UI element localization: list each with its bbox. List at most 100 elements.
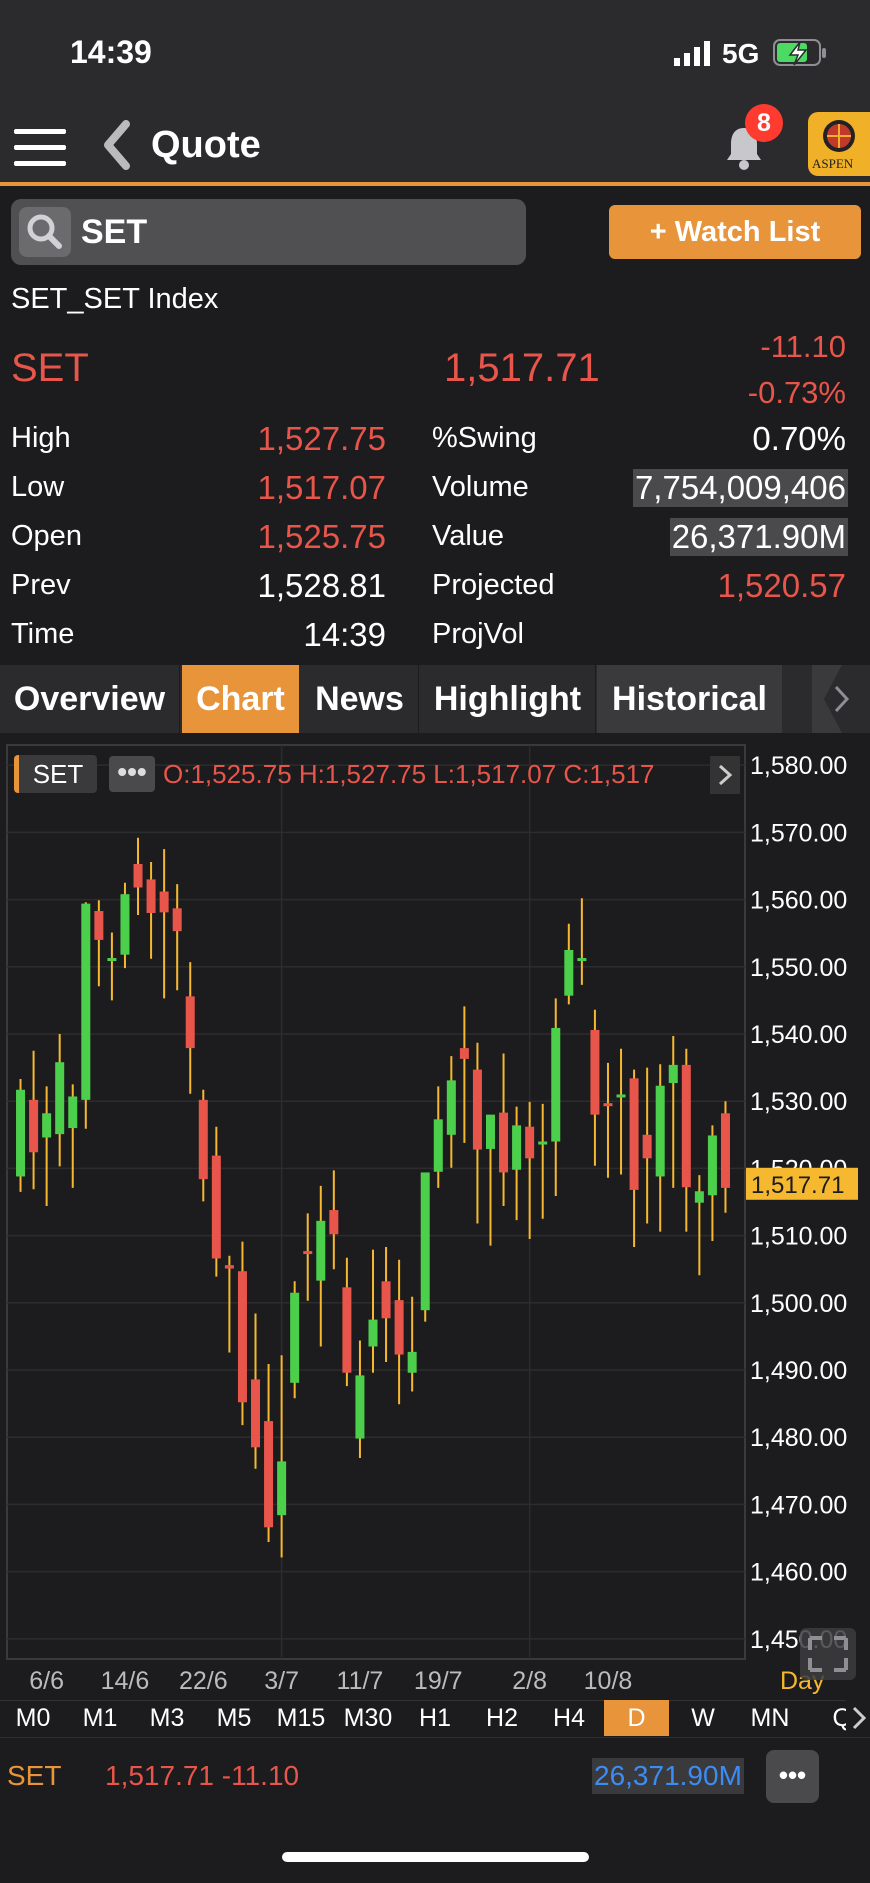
candle-body [694, 1191, 704, 1203]
ohlc-scroll-icon[interactable] [710, 756, 740, 794]
network-label: 5G [722, 38, 760, 69]
y-tick-label: 1,560.00 [750, 887, 847, 915]
tab-news[interactable]: News [301, 665, 419, 733]
header-divider [0, 182, 870, 186]
y-tick-label: 1,460.00 [750, 1559, 847, 1587]
candle-body [629, 1078, 639, 1190]
y-tick-label: 1,470.00 [750, 1491, 847, 1519]
ticker-symbol: SET [7, 1760, 62, 1791]
y-tick-label: 1,510.00 [750, 1223, 847, 1251]
aspen-logo[interactable]: ASPEN [808, 112, 870, 176]
candle-body [237, 1271, 247, 1403]
candle-body [172, 908, 182, 932]
candle-body [16, 1089, 26, 1177]
x-tick-label: 6/6 [29, 1667, 64, 1695]
candle-body [29, 1099, 39, 1153]
x-tick-label: 19/7 [414, 1667, 463, 1695]
candle-body [251, 1379, 261, 1448]
tab-highlight[interactable]: Highlight [420, 665, 596, 733]
last-price-marker [746, 1167, 858, 1200]
candle-body [146, 879, 156, 914]
tab-overview[interactable]: Overview [0, 665, 180, 733]
timeframe-mn[interactable]: MN [750, 1704, 790, 1732]
candle-body [159, 891, 169, 913]
candle-body [485, 1114, 495, 1149]
search-icon [19, 207, 71, 257]
timeframe-w[interactable]: W [691, 1704, 715, 1732]
price-change: -11.10 [760, 329, 846, 364]
status-time: 14:39 [70, 34, 152, 70]
open-value: 1,525.75 [257, 518, 386, 555]
ticker-bar[interactable]: SET 1,517.71 -11.10 26,371.90M ••• [0, 1737, 870, 1817]
candle-body [355, 1375, 365, 1439]
prev-label: Prev [11, 569, 71, 601]
status-bar: 14:39 5G [0, 0, 870, 110]
timeframe-m1[interactable]: M1 [82, 1704, 118, 1732]
low-value: 1,517.07 [257, 469, 386, 506]
candle-body [564, 949, 574, 996]
nav-bar: Quote 8 ASPEN [0, 104, 870, 184]
candle-body [277, 1461, 287, 1516]
tab-historical[interactable]: Historical [597, 665, 782, 733]
candle-body [616, 1094, 626, 1098]
candle-body [681, 1064, 691, 1188]
candle-body [538, 1141, 548, 1145]
chart-symbol-chip[interactable]: SET [14, 755, 97, 793]
x-tick-label: 10/8 [584, 1667, 633, 1695]
candle-body [198, 1099, 208, 1180]
candle-body [525, 1126, 535, 1159]
x-tick-label: 3/7 [264, 1667, 299, 1695]
search-box[interactable]: SET [11, 199, 526, 265]
menu-icon[interactable] [14, 128, 66, 168]
candle-body [368, 1319, 378, 1347]
volume-value: 7,754,009,406 [632, 469, 848, 507]
notification-count: 8 [757, 109, 771, 137]
timeframe-m15[interactable]: M15 [276, 1704, 326, 1732]
search-input[interactable]: SET [81, 213, 148, 251]
candle-body [603, 1103, 613, 1107]
candle-body [551, 1027, 561, 1142]
chart-options-button[interactable]: ••• [109, 756, 155, 792]
index-full-name: SET_SET Index [11, 283, 219, 315]
projected-value: 1,520.57 [717, 567, 846, 604]
ticker-more-button[interactable]: ••• [766, 1750, 819, 1803]
candle-body [94, 910, 104, 940]
swing-label: %Swing [432, 422, 537, 454]
aspen-logo-text: ASPEN [812, 156, 854, 171]
timeframe-h4[interactable]: H4 [553, 1704, 585, 1732]
timeframe-q[interactable]: Q [832, 1704, 852, 1732]
candle-body [224, 1265, 234, 1269]
fullscreen-icon[interactable] [800, 1628, 856, 1680]
candle-body [185, 996, 195, 1049]
watchlist-button[interactable]: + Watch List [609, 205, 861, 259]
timeframe-d[interactable]: D [604, 1700, 669, 1736]
timeframe-m5[interactable]: M5 [216, 1704, 252, 1732]
candle-body [446, 1080, 456, 1135]
y-tick-label: 1,540.00 [750, 1021, 847, 1049]
tab-chart[interactable]: Chart [182, 665, 299, 733]
timeframe-m0[interactable]: M0 [15, 1704, 51, 1732]
high-label: High [11, 422, 71, 454]
timeframe-scroll-icon[interactable] [846, 1700, 870, 1736]
timeframe-m3[interactable]: M3 [149, 1704, 185, 1732]
chart-panel[interactable]: 1,580.00 1,570.00 1,560.00 1,550.00 1,540.00… [0, 737, 870, 1700]
ticker-value: 26,371.90M [592, 1758, 744, 1794]
y-tick-label: 1,570.00 [750, 819, 847, 847]
x-tick-label: 14/6 [101, 1667, 150, 1695]
x-tick-label: 22/6 [179, 1667, 228, 1695]
candle-body [512, 1125, 522, 1170]
timeframe-m30[interactable]: M30 [343, 1704, 393, 1732]
timeframe-h2[interactable]: H2 [486, 1704, 518, 1732]
candle-body [342, 1287, 352, 1373]
back-chevron-icon[interactable] [100, 120, 134, 170]
tabs-scroll-right-icon[interactable] [812, 665, 870, 733]
candlestick-chart[interactable]: 1,580.00 1,570.00 1,560.00 1,550.00 1,540.00… [0, 737, 870, 1700]
ohlc-readout: O:1,525.75 H:1,527.75 L:1,517.07 C:1,517 [163, 759, 655, 789]
last-price: 1,517.71 [444, 346, 600, 390]
timeframe-h1[interactable]: H1 [419, 1704, 451, 1732]
candle-body [642, 1134, 652, 1159]
ticker-price-change: 1,517.71 -11.10 [105, 1760, 300, 1791]
value-value: 26,371.90M [669, 518, 848, 556]
y-tick-label: 1,580.00 [750, 752, 847, 780]
volume-label: Volume [432, 471, 529, 503]
